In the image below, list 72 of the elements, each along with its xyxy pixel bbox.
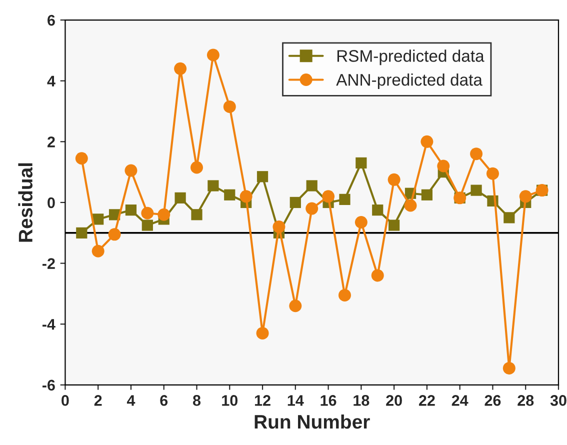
point: [420, 135, 434, 148]
point: [190, 161, 203, 174]
point: [289, 300, 302, 312]
point: [338, 288, 351, 302]
point: [206, 48, 220, 62]
y-tick-label: 4: [47, 76, 56, 86]
x-tick-label: 8: [192, 395, 201, 406]
x-tick-label: 4: [126, 395, 136, 406]
x-tick-label: 12: [254, 395, 270, 406]
x-tick-label: 18: [354, 395, 370, 406]
y-tick-label: -2: [42, 258, 55, 269]
x-tick-label: 14: [288, 395, 304, 406]
point: [92, 214, 104, 225]
x-tick-label: 0: [62, 395, 69, 406]
x-tick-label: 30: [550, 395, 566, 406]
point: [224, 189, 236, 200]
y-tick-label: -6: [42, 380, 55, 391]
point: [356, 157, 367, 168]
point: [519, 190, 532, 203]
x-tick-label: 2: [94, 395, 102, 406]
point: [142, 220, 153, 231]
point: [306, 180, 318, 192]
point: [504, 212, 515, 224]
y-tick-label: 0: [48, 197, 55, 208]
x-tick-label: 16: [320, 395, 336, 406]
point: [437, 160, 450, 172]
x-tick-label: 28: [518, 395, 534, 406]
point: [174, 192, 186, 204]
point: [208, 180, 219, 192]
point: [470, 184, 482, 196]
point: [76, 227, 88, 238]
point: [223, 100, 236, 113]
x-tick-label: 10: [222, 395, 238, 406]
point: [388, 173, 400, 186]
point: [108, 228, 121, 241]
x-tick-label: 26: [484, 395, 501, 406]
x-tick-label: 24: [452, 395, 468, 406]
point: [158, 208, 170, 221]
point: [421, 189, 433, 200]
x-tick-label: 22: [418, 395, 435, 406]
y-tick-label: -4: [42, 319, 56, 330]
point: [174, 62, 187, 75]
point: [92, 244, 104, 258]
point: [290, 196, 301, 208]
point: [124, 164, 138, 177]
point: [486, 167, 499, 180]
legend-label: ANN-predicted data: [336, 73, 482, 90]
point: [470, 148, 483, 160]
point: [240, 190, 252, 203]
point: [372, 204, 384, 216]
point: [339, 194, 350, 205]
point: [272, 220, 286, 234]
x-axis-title: Run Number: [254, 414, 370, 429]
point: [354, 216, 368, 228]
legend-label: RSM-predicted data: [337, 50, 484, 66]
point: [256, 171, 268, 182]
point: [371, 269, 384, 282]
point: [502, 362, 516, 374]
y-tick-label: 2: [48, 136, 55, 148]
point: [404, 199, 417, 212]
point: [388, 220, 400, 231]
y-axis-title: Residual: [18, 163, 32, 242]
point: [322, 190, 335, 203]
point: [125, 204, 137, 216]
x-tick-label: 6: [160, 395, 168, 406]
point: [191, 209, 202, 220]
point: [256, 326, 269, 340]
point: [75, 152, 88, 165]
y-tick-label: 6: [48, 14, 55, 26]
point: [306, 202, 318, 215]
x-tick-label: 20: [386, 395, 402, 406]
point: [141, 206, 154, 220]
